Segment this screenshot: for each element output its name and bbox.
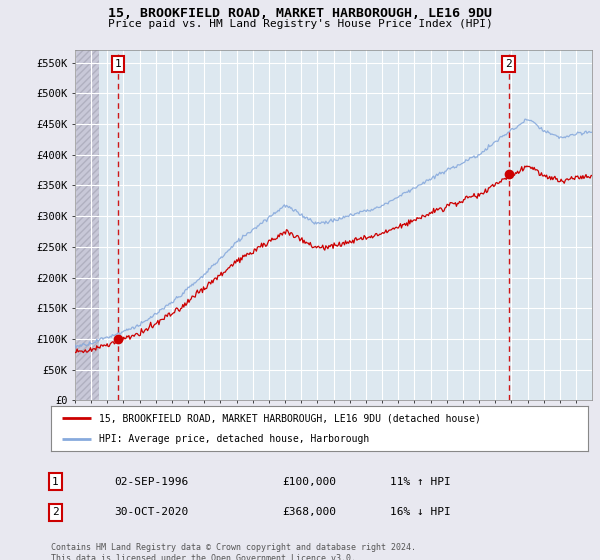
Text: 15, BROOKFIELD ROAD, MARKET HARBOROUGH, LE16 9DU (detached house): 15, BROOKFIELD ROAD, MARKET HARBOROUGH, … xyxy=(100,413,481,423)
Text: 15, BROOKFIELD ROAD, MARKET HARBOROUGH, LE16 9DU: 15, BROOKFIELD ROAD, MARKET HARBOROUGH, … xyxy=(108,7,492,20)
Text: 1: 1 xyxy=(115,59,122,69)
Text: 11% ↑ HPI: 11% ↑ HPI xyxy=(390,477,451,487)
Text: Price paid vs. HM Land Registry's House Price Index (HPI): Price paid vs. HM Land Registry's House … xyxy=(107,19,493,29)
Text: Contains HM Land Registry data © Crown copyright and database right 2024.
This d: Contains HM Land Registry data © Crown c… xyxy=(51,543,416,560)
Text: 02-SEP-1996: 02-SEP-1996 xyxy=(114,477,188,487)
Text: 1: 1 xyxy=(52,477,59,487)
Text: £368,000: £368,000 xyxy=(282,507,336,517)
Bar xyxy=(75,50,99,400)
Text: 30-OCT-2020: 30-OCT-2020 xyxy=(114,507,188,517)
Text: HPI: Average price, detached house, Harborough: HPI: Average price, detached house, Harb… xyxy=(100,433,370,444)
Text: 2: 2 xyxy=(505,59,512,69)
Text: 2: 2 xyxy=(52,507,59,517)
Text: £100,000: £100,000 xyxy=(282,477,336,487)
Text: 16% ↓ HPI: 16% ↓ HPI xyxy=(390,507,451,517)
